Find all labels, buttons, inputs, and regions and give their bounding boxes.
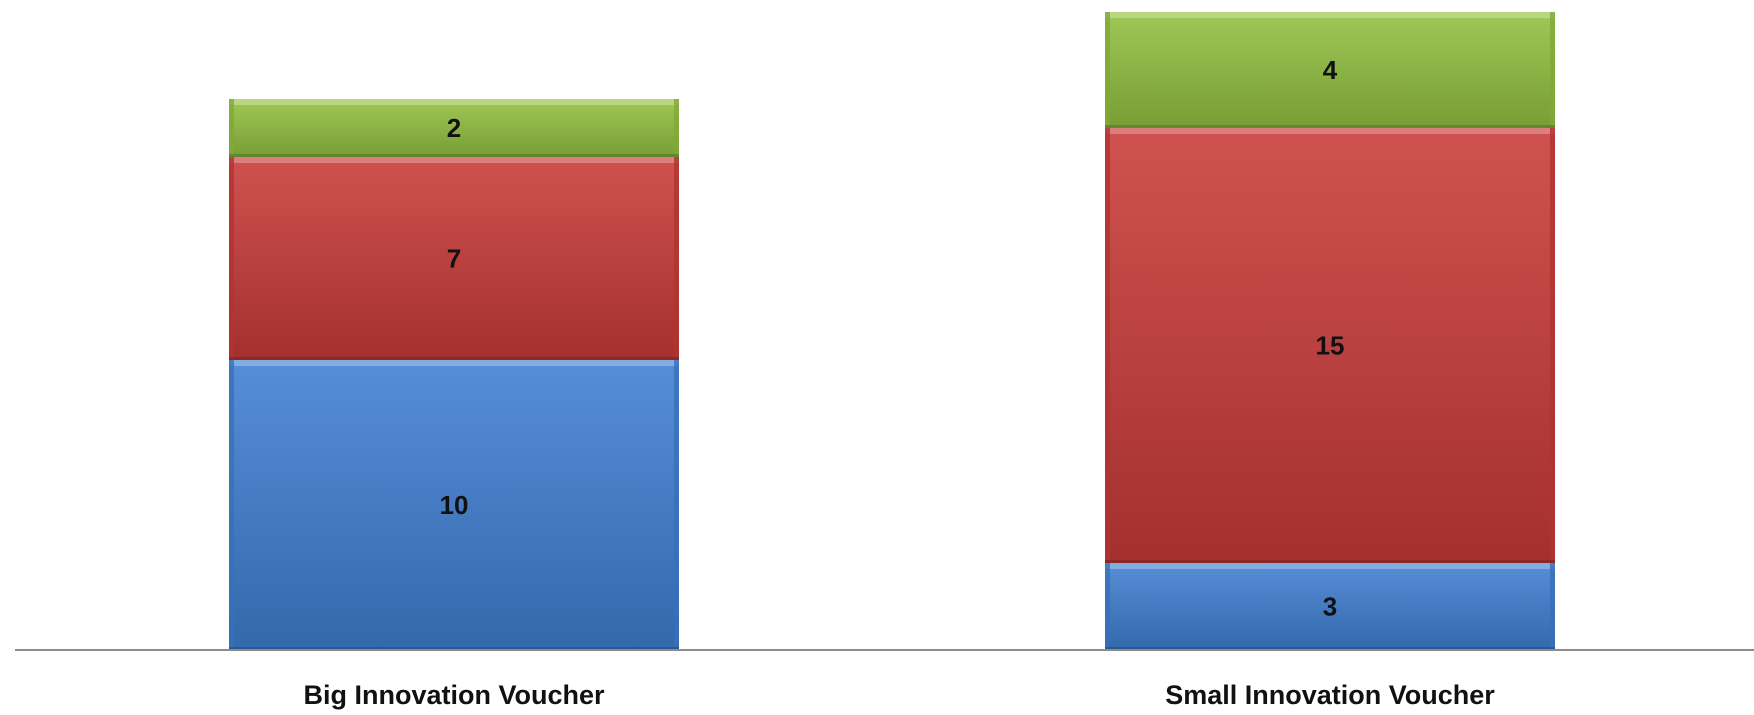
data-label-series-2-1: 7 — [447, 244, 461, 274]
data-label-series-3-1: 2 — [447, 113, 461, 143]
bars-layer — [229, 12, 1555, 650]
x-tick-label-2: Small Innovation Voucher — [1165, 680, 1495, 710]
data-label-series-1-1: 10 — [440, 490, 469, 520]
data-label-series-1-2: 3 — [1323, 592, 1337, 622]
data-label-series-3-2: 4 — [1323, 55, 1338, 85]
bar-segment-series-1-1 — [229, 360, 679, 650]
bar-segment-series-2-1 — [229, 157, 679, 360]
bar-segment-series-3-2 — [1105, 12, 1555, 128]
x-tick-label-1: Big Innovation Voucher — [303, 680, 605, 710]
labels-layer: 10 7 2 Big Innovation Voucher 3 15 4 Small Inno… — [303, 55, 1495, 710]
data-label-series-2-2: 15 — [1316, 331, 1345, 361]
bar-segment-series-3-1 — [229, 99, 679, 157]
bar-segment-series-2-2 — [1105, 128, 1555, 563]
bar-segment-series-1-2 — [1105, 563, 1555, 650]
